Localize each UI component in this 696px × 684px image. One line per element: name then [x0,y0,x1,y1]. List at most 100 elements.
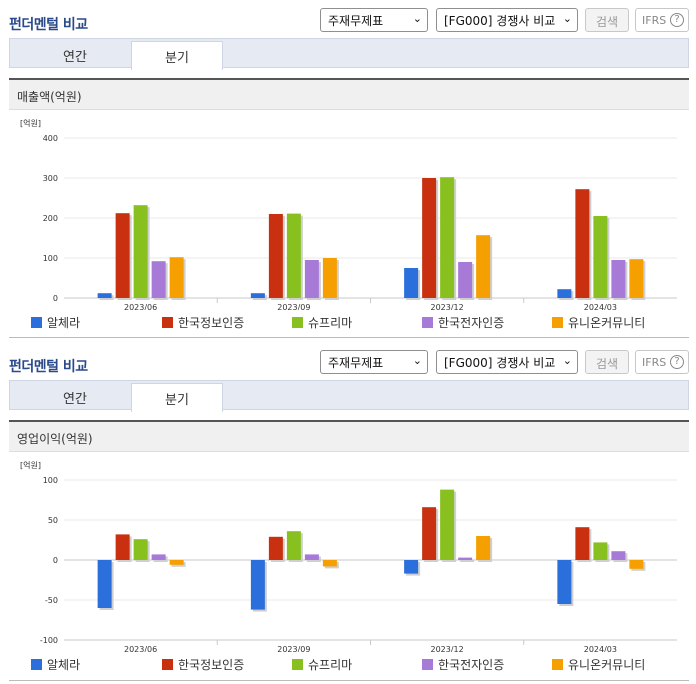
x-tick-label: 2023/09 [277,303,310,310]
y-tick-label: -100 [40,636,58,645]
legend-item[interactable]: 알체라 [31,314,80,331]
bar [557,560,572,604]
peer-select[interactable]: [FG000] 경쟁사 비교 ⌄ [436,350,578,374]
bar [611,260,626,298]
legend-item[interactable]: 한국전자인증 [422,656,504,673]
y-tick-label: 0 [53,556,58,565]
x-tick-label: 2024/03 [584,645,617,652]
tab-quarter[interactable]: 분기 [131,383,223,412]
bar [404,268,419,298]
ifrs-button[interactable]: IFRS ? [635,8,689,32]
statement-select-value: 주재무제표 [328,14,384,28]
bar [422,178,437,298]
bar [133,539,148,560]
section-title: 펀더멘털 비교 [9,359,88,375]
search-button[interactable]: 검색 [585,350,629,374]
bar [629,560,644,569]
chart-title: 매출액(억원) [9,80,689,110]
legend: 알체라 한국정보인증 슈프리마 한국전자인증 유니온커뮤니티 [9,656,689,674]
y-tick-label: 100 [43,254,58,263]
legend-label: 한국정보인증 [178,658,245,672]
peer-select-value: [FG000] 경쟁사 비교 [444,14,556,28]
help-icon[interactable]: ? [670,355,684,369]
bar [593,216,608,298]
bar [476,536,491,560]
search-button[interactable]: 검색 [585,8,629,32]
bar [476,235,491,298]
section-title: 펀더멘털 비교 [9,17,88,33]
y-tick-label: 300 [43,174,58,183]
bar [404,560,419,574]
bar [575,527,590,560]
bar [115,213,130,298]
legend-label: 알체라 [47,658,81,672]
bar [322,258,337,298]
statement-select[interactable]: 주재무제표 ⌄ [320,350,428,374]
legend-swatch [552,317,563,328]
bar [611,551,626,560]
y-tick-label: -50 [45,596,58,605]
legend-swatch [422,317,433,328]
bar [151,261,166,298]
tab-quarter[interactable]: 분기 [131,41,223,70]
bar [268,536,283,560]
unit-label: [억원] [20,460,41,470]
chart-title: 영업이익(억원) [9,422,689,452]
legend: 알체라 한국정보인증 슈프리마 한국전자인증 유니온커뮤니티 [9,314,689,332]
tab-annual[interactable]: 연간 [63,392,87,407]
bar [575,189,590,298]
bar [593,542,608,560]
operating-income-chart: [억원] -100 -50 0 50 100 2023/06 2023/09 2023/12 20… [20,460,677,652]
legend-item[interactable]: 한국정보인증 [162,656,244,673]
legend-label: 유니온커뮤니티 [568,316,646,330]
legend-swatch [292,659,303,670]
ifrs-button[interactable]: IFRS ? [635,350,689,374]
legend-item[interactable]: 유니온커뮤니티 [552,656,645,673]
legend-item[interactable]: 슈프리마 [292,656,352,673]
y-tick-label: 200 [43,214,58,223]
legend-swatch [422,659,433,670]
legend-label: 슈프리마 [308,316,353,330]
legend-label: 유니온커뮤니티 [568,658,646,672]
peer-select[interactable]: [FG000] 경쟁사 비교 ⌄ [436,8,578,32]
chevron-down-icon: ⌄ [412,12,422,25]
bar [169,257,184,298]
period-tabs: 연간 분기 [9,38,689,70]
y-tick-label: 0 [53,294,58,303]
bar [250,293,265,298]
legend-item[interactable]: 유니온커뮤니티 [552,314,645,331]
bar [286,213,301,298]
legend-swatch [292,317,303,328]
legend-swatch [162,317,173,328]
legend-item[interactable]: 한국정보인증 [162,314,244,331]
legend-item[interactable]: 슈프리마 [292,314,352,331]
legend-item[interactable]: 한국전자인증 [422,314,504,331]
revenue-chart: [억원] 0 100 200 300 400 2023/06 2023/09 2023/12 20… [20,118,677,310]
chart-box-revenue: 매출액(억원) [억원] 0 100 200 300 400 2023/06 2023/09 2… [9,78,689,338]
legend-swatch [31,317,42,328]
fundamental-section-1: 펀더멘털 비교 주재무제표 ⌄ [FG000] 경쟁사 비교 ⌄ 검색 IFRS… [0,0,696,340]
bar [133,205,148,298]
bar [440,489,455,560]
bar [557,289,572,298]
y-tick-label: 50 [48,516,58,525]
legend-swatch [162,659,173,670]
ifrs-label: IFRS [642,14,667,27]
fundamental-section-2: 펀더멘털 비교 주재무제표 ⌄ [FG000] 경쟁사 비교 ⌄ 검색 IFRS… [0,342,696,684]
bar [115,534,130,560]
bar [304,554,319,560]
bar [322,560,337,567]
help-icon[interactable]: ? [670,13,684,27]
bar [151,554,166,560]
chevron-down-icon: ⌄ [412,354,422,367]
legend-label: 한국전자인증 [438,658,505,672]
bar [97,560,112,608]
bar [286,531,301,560]
legend-item[interactable]: 알체라 [31,656,80,673]
legend-swatch [552,659,563,670]
bar [422,507,437,560]
chevron-down-icon: ⌄ [562,12,572,25]
statement-select[interactable]: 주재무제표 ⌄ [320,8,428,32]
ifrs-label: IFRS [642,356,667,369]
tab-annual[interactable]: 연간 [63,50,87,65]
